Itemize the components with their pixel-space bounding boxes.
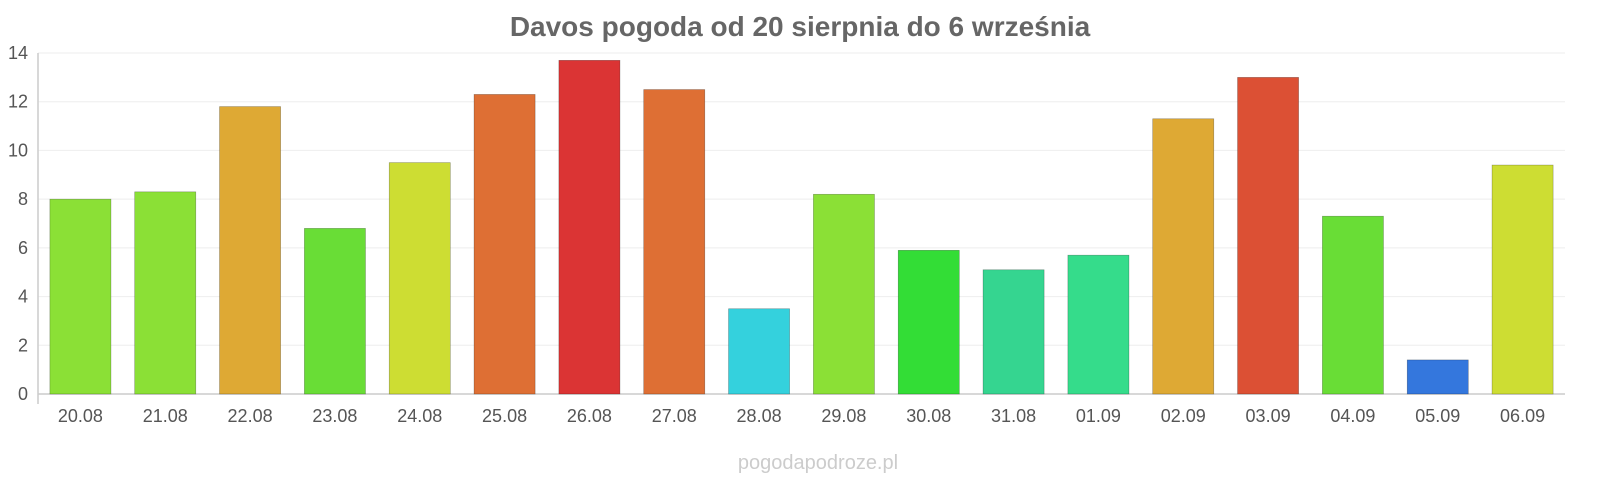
bar-23.08	[304, 228, 366, 395]
y-tick-label: 2	[18, 335, 28, 355]
bar-04.09	[1322, 215, 1384, 395]
x-tick-label: 02.09	[1161, 406, 1206, 426]
axes	[37, 53, 1565, 404]
x-tick-label: 30.08	[906, 406, 951, 426]
x-tick-label: 04.09	[1330, 406, 1375, 426]
y-tick-label: 8	[18, 189, 28, 209]
bar-01.09	[1067, 254, 1130, 395]
bar-02.09	[1152, 118, 1215, 395]
bar-25.08	[473, 94, 536, 395]
x-tick-label: 28.08	[737, 406, 782, 426]
x-tick-label: 31.08	[991, 406, 1036, 426]
bar-31.08	[982, 269, 1045, 395]
bar-22.08	[219, 106, 281, 395]
bar-05.09	[1406, 359, 1469, 395]
x-tick-label: 03.09	[1246, 406, 1291, 426]
bar-30.08	[897, 249, 960, 395]
bar-24.08	[388, 162, 451, 395]
x-tick-label: 23.08	[312, 406, 357, 426]
y-tick-label: 4	[18, 287, 28, 307]
y-tick-labels: 0 2 4 6 8 10 12 14	[8, 43, 28, 404]
x-tick-label: 29.08	[821, 406, 866, 426]
bar-26.08	[558, 60, 621, 395]
bars	[49, 60, 1554, 395]
y-tick-label: 0	[18, 384, 28, 404]
bar-06.09	[1491, 164, 1554, 395]
bar-29.08	[813, 193, 875, 395]
x-tick-label: 20.08	[58, 406, 103, 426]
bar-27.08	[643, 89, 706, 395]
watermark: pogodapodroze.pl	[738, 452, 898, 474]
x-tick-label: 21.08	[143, 406, 188, 426]
x-tick-label: 27.08	[652, 406, 697, 426]
y-tick-label: 10	[8, 140, 28, 160]
y-tick-label: 14	[8, 43, 28, 63]
y-tick-label: 12	[8, 92, 28, 112]
x-tick-label: 01.09	[1076, 406, 1121, 426]
bar-28.08	[728, 308, 790, 395]
x-tick-label: 25.08	[482, 406, 527, 426]
chart-title: Davos pogoda od 20 sierpnia do 6 wrześni…	[510, 11, 1091, 42]
x-tick-label: 24.08	[397, 406, 442, 426]
gridlines	[38, 52, 1565, 346]
bar-20.08	[49, 198, 112, 395]
y-tick-label: 6	[18, 238, 28, 258]
x-tick-label: 26.08	[567, 406, 612, 426]
x-tick-label: 22.08	[228, 406, 273, 426]
x-tick-label: 05.09	[1415, 406, 1460, 426]
x-tick-labels: 20.08 21.08 22.08 23.08 24.08 25.08 26.08 27.08…	[58, 406, 1545, 426]
x-tick-label: 06.09	[1500, 406, 1545, 426]
bar-03.09	[1237, 77, 1299, 395]
bar-21.08	[134, 191, 197, 395]
